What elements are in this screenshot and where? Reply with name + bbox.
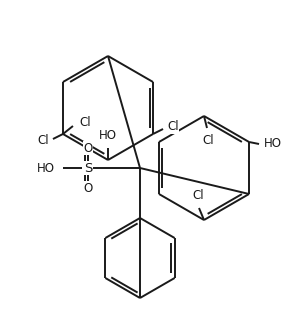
Text: Cl: Cl	[37, 135, 49, 147]
Text: O: O	[84, 182, 93, 194]
Text: O: O	[84, 141, 93, 155]
Text: Cl: Cl	[167, 121, 179, 134]
Text: Cl: Cl	[202, 134, 214, 147]
Text: Cl: Cl	[79, 115, 91, 129]
Text: HO: HO	[264, 137, 282, 151]
Text: Cl: Cl	[192, 189, 204, 202]
Text: S: S	[84, 162, 92, 175]
Text: HO: HO	[99, 129, 117, 142]
Text: HO: HO	[37, 162, 55, 175]
